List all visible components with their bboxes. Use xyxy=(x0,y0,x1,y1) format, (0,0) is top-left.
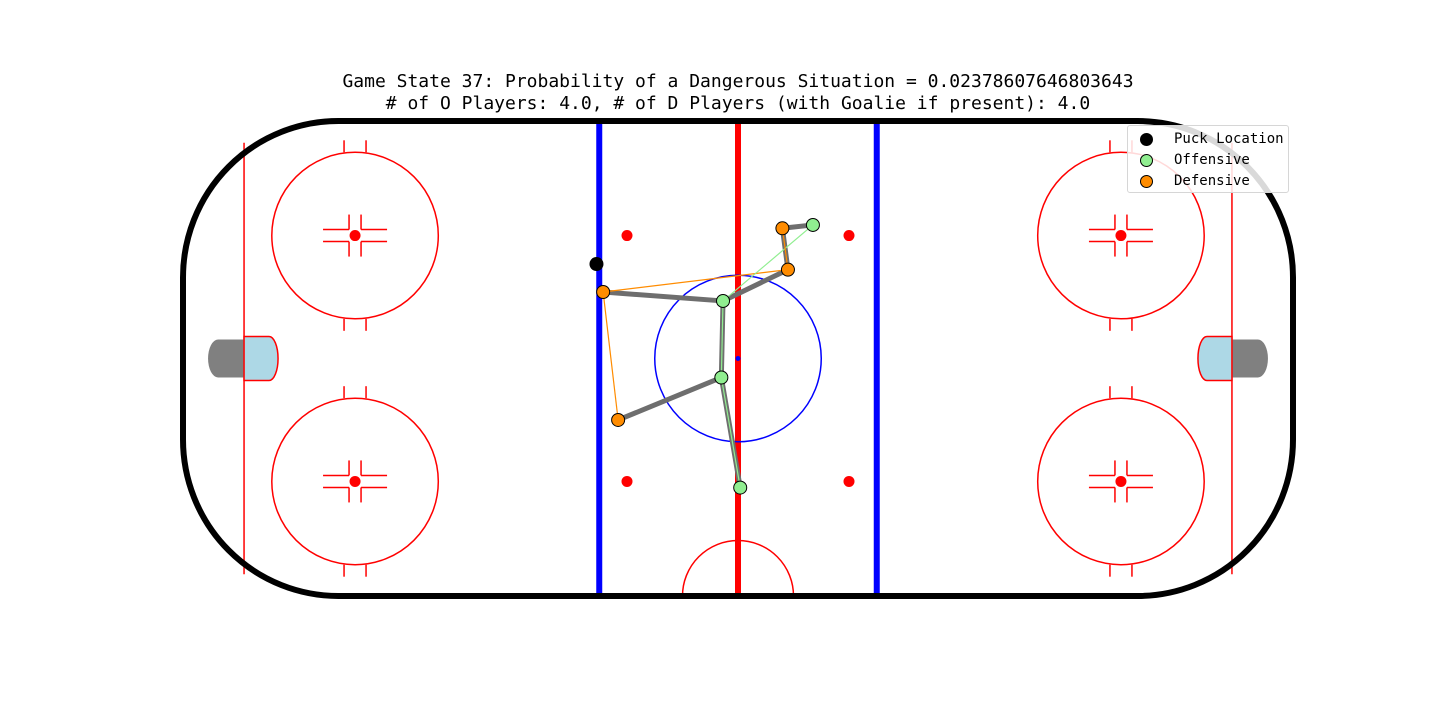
legend-item-offensive: Offensive xyxy=(1140,150,1250,170)
chart-title-block: Game State 37: Probability of a Dangerou… xyxy=(0,71,1440,115)
graph-edge-thin xyxy=(720,377,741,488)
faceoff-dot xyxy=(349,475,361,487)
offensive-player-point xyxy=(714,370,729,385)
offensive-player-point xyxy=(716,293,731,308)
legend: Puck Location Offensive Defensive xyxy=(1127,125,1289,193)
defensive-player-point xyxy=(775,221,790,236)
goal-crease xyxy=(243,335,279,382)
chart-title: Game State 37: Probability of a Dangerou… xyxy=(342,71,1134,92)
player-points xyxy=(589,217,820,495)
faceoff-dot xyxy=(1115,475,1127,487)
goal-net xyxy=(1231,339,1268,378)
puck-point xyxy=(589,257,604,272)
legend-label: Puck Location xyxy=(1174,131,1284,147)
faceoff-circle xyxy=(1036,397,1205,566)
faceoff-circle xyxy=(1036,151,1205,320)
legend-marker-offensive xyxy=(1140,153,1153,167)
neutral-zone-faceoff-dot xyxy=(843,475,855,487)
graph-edge-thick xyxy=(615,375,724,423)
legend-label: Offensive xyxy=(1174,152,1250,168)
goal-crease xyxy=(1197,335,1233,382)
referee-crease xyxy=(681,539,795,597)
graph-edge-thin xyxy=(722,224,814,302)
graph-edge-thick xyxy=(600,289,726,304)
legend-marker-puck xyxy=(1140,132,1153,146)
faceoff-circle xyxy=(271,151,440,320)
goal-net xyxy=(208,339,245,378)
defensive-player-point xyxy=(780,262,795,277)
faceoff-dot xyxy=(1115,230,1127,242)
legend-item-defensive: Defensive xyxy=(1140,171,1250,191)
faceoff-dot xyxy=(349,230,361,242)
offensive-player-point xyxy=(805,217,820,232)
graph-edge-thick xyxy=(720,267,791,304)
graph-edge-thin xyxy=(720,300,724,378)
chart-subtitle: # of O Players: 4.0, # of D Players (wit… xyxy=(385,93,1091,114)
offensive-player-point xyxy=(733,480,748,495)
legend-marker-defensive xyxy=(1140,174,1153,188)
legend-item-puck: Puck Location xyxy=(1140,129,1284,149)
legend-label: Defensive xyxy=(1174,173,1250,189)
graph-edge-thin xyxy=(603,269,789,293)
neutral-zone-faceoff-dot xyxy=(843,230,855,242)
center-faceoff-dot xyxy=(735,356,741,361)
graph-edges xyxy=(600,222,816,491)
rink-boards xyxy=(180,118,1296,599)
neutral-zone-faceoff-dot xyxy=(621,230,633,242)
neutral-zone-faceoff-dot xyxy=(621,475,633,487)
defensive-player-point xyxy=(596,285,611,299)
faceoff-circle xyxy=(271,397,440,566)
defensive-player-point xyxy=(611,412,626,427)
graph-edge-thin xyxy=(602,291,619,421)
rink-markings xyxy=(180,118,1296,599)
